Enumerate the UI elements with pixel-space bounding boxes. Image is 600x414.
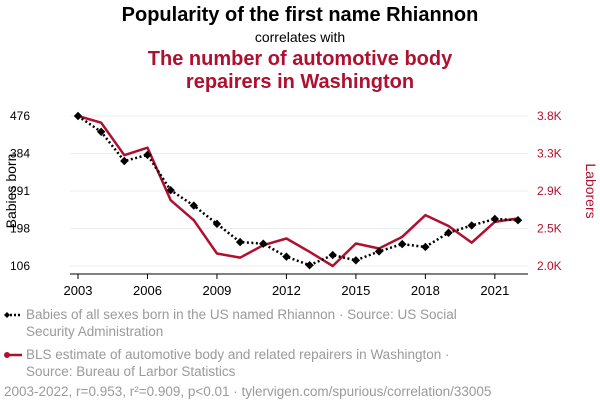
data-point-babies	[166, 185, 175, 195]
y-tick-left: 106	[10, 259, 30, 273]
chart-title-secondary: The number of automotive body repairers …	[0, 48, 600, 94]
data-point-babies	[513, 215, 523, 225]
data-point-babies	[212, 219, 222, 229]
y-tick-left: 291	[10, 184, 30, 198]
chart-footer: 2003-2022, r=0.953, r²=0.909, p<0.01 · t…	[4, 384, 492, 399]
legend-symbol-solid-line	[4, 352, 22, 358]
data-point-babies	[421, 242, 430, 252]
x-tick-label: 2003	[64, 283, 93, 298]
data-point-babies	[282, 252, 291, 261]
data-point-babies	[374, 247, 384, 256]
y-tick-right: 2.0K	[537, 259, 562, 273]
legend-item-series2: BLS estimate of automotive body and rela…	[4, 346, 596, 380]
data-point-babies	[96, 127, 106, 137]
x-tick-label: 2006	[133, 283, 162, 298]
y-tick-right: 2.9K	[537, 184, 562, 198]
y-tick-left: 384	[10, 147, 30, 161]
chart-subtitle: correlates with	[254, 29, 346, 45]
series-line-laborers	[77, 114, 519, 268]
legend-symbol-dotted-diamond	[4, 312, 22, 318]
x-tick-label: 2021	[480, 283, 509, 298]
y-tick-right: 3.3K	[537, 147, 562, 161]
data-point-babies	[398, 239, 407, 249]
data-point-babies	[189, 201, 198, 210]
y-axis-title-left: Babies born	[3, 154, 19, 229]
chart-title: Popularity of the first name Rhiannon	[121, 4, 479, 26]
chart-title-secondary-line2: repairers in Washington	[185, 71, 415, 93]
data-point-babies	[143, 150, 152, 160]
line-chart: 476 3.8K 384 3.3K 291 2.9K 198 2.5K 106 2.0K 2003 2…	[3, 109, 599, 298]
y-tick-left: 476	[10, 109, 30, 123]
x-tick-label: 2015	[341, 283, 370, 298]
x-tick-label: 2012	[272, 283, 301, 298]
data-point-babies	[328, 250, 337, 260]
data-point-babies	[467, 221, 476, 230]
legend-text-series2-line2: Source: Bureau of Larbor Statistics	[26, 364, 236, 379]
data-point-babies	[305, 260, 314, 270]
data-point-babies	[259, 239, 268, 248]
y-axis-title-right: Laborers	[583, 163, 599, 218]
data-point-babies	[490, 214, 500, 224]
chart-title-secondary-line1: The number of automotive body	[147, 48, 453, 70]
data-point-babies	[73, 111, 83, 121]
legend-text-series1-line2: Security Administration	[26, 324, 164, 339]
x-tick-label: 2018	[411, 283, 440, 298]
data-point-babies	[351, 256, 361, 265]
legend-item-series1: Babies of all sexes born in the US named…	[4, 306, 596, 340]
series-line-babies	[77, 114, 519, 267]
y-tick-left: 198	[10, 222, 30, 236]
data-point-babies	[444, 228, 453, 237]
data-point-babies	[235, 237, 245, 247]
y-tick-right: 2.5K	[537, 222, 562, 236]
x-tick-label: 2009	[202, 283, 231, 298]
data-point-babies	[120, 156, 129, 166]
y-tick-right: 3.8K	[537, 109, 562, 123]
legend-text-series2-line1: BLS estimate of automotive body and rela…	[26, 347, 450, 362]
legend-text-series1-line1: Babies of all sexes born in the US named…	[26, 307, 457, 322]
